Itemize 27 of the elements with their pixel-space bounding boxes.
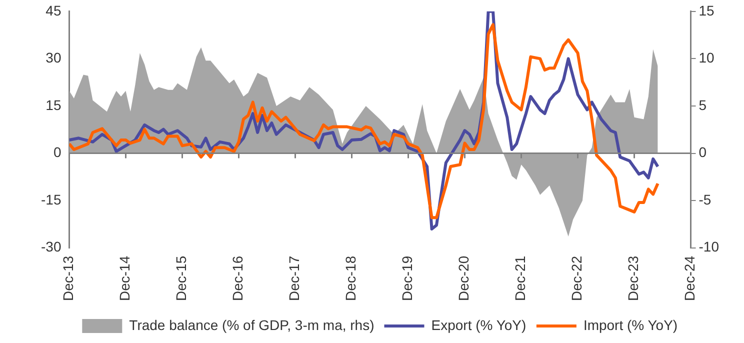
y-tick-label: 45 [46,2,62,18]
y-tick-label: 30 [46,50,62,66]
y2-tick-label: 10 [698,50,715,66]
x-tick-label: Dec-22 [568,256,585,302]
y-tick-label: -30 [41,238,62,255]
y-tick-label: 15 [46,96,62,113]
y-tick-label: 0 [53,144,62,160]
x-tick-label: Dec-15 [173,256,190,302]
x-tick-label: Dec-21 [512,256,528,302]
x-tick-label: Dec-13 [60,256,76,302]
x-tick-label: Dec-20 [456,256,472,302]
x-tick-label: Dec-14 [116,256,133,302]
x-tick-label: Dec-16 [230,256,246,302]
y2-tick-label: 0 [698,144,707,160]
legend-label: Export (% YoY) [431,316,526,333]
y2-tick-label: -5 [698,191,712,208]
x-tick-label: Dec-24 [682,256,698,302]
y2-tick-label: 5 [698,96,707,113]
x-tick-label: Dec-19 [399,256,416,302]
y2-tick-label: -10 [698,238,720,255]
x-tick-label: Dec-18 [342,256,359,302]
legend-label: Trade balance (% of GDP, 3-m ma, rhs) [129,316,374,333]
y-tick-label: -15 [41,191,62,208]
y2-tick-label: 15 [698,2,715,18]
legend-label: Import (% YoY) [583,316,678,333]
x-tick-label: Dec-17 [286,256,302,302]
x-tick-label: Dec-23 [625,256,642,302]
